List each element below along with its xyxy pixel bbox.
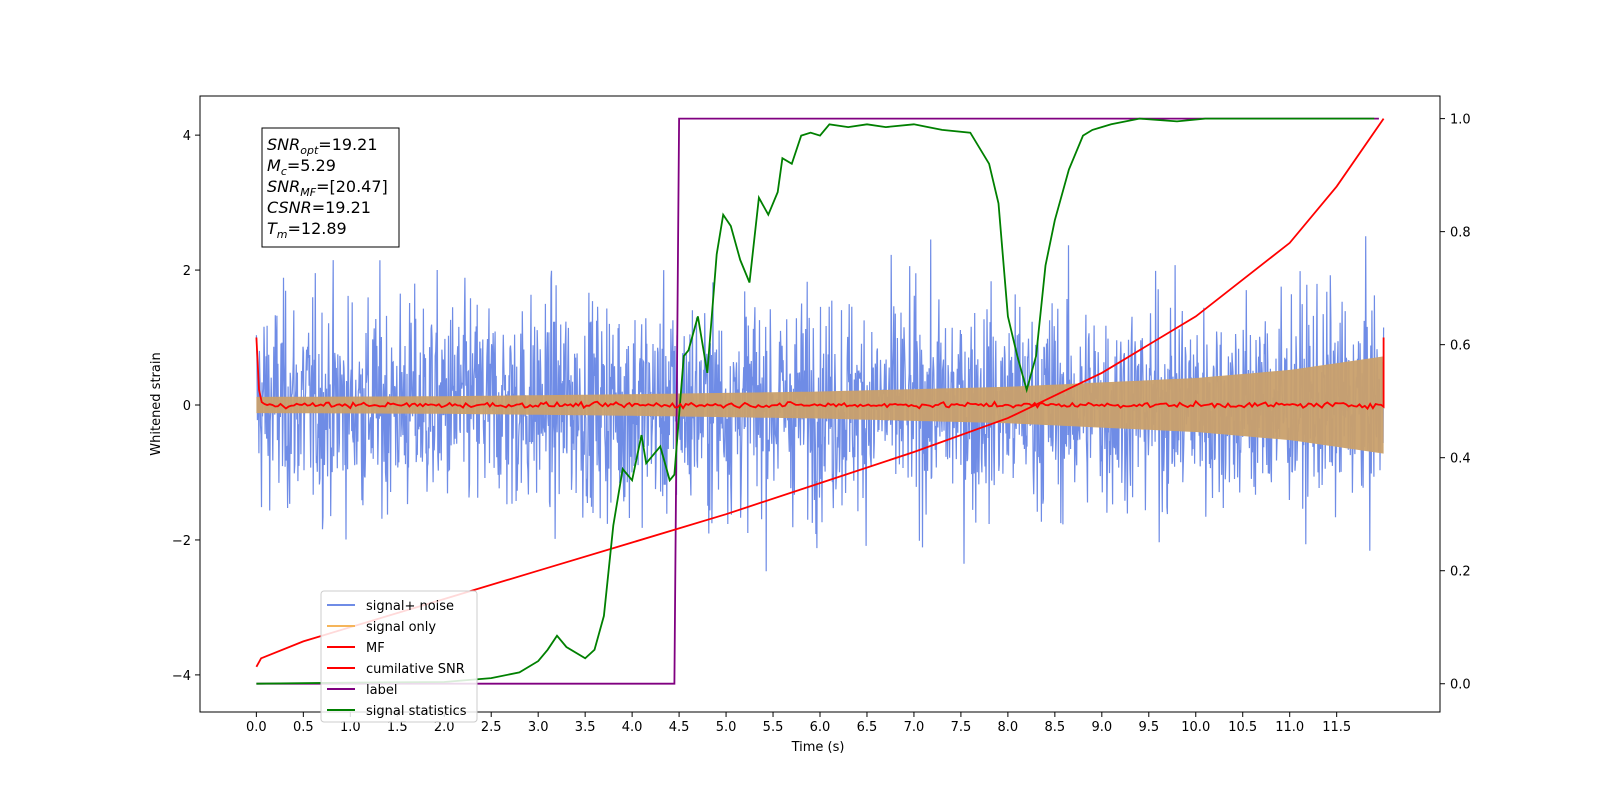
y-tick-label: −4: [172, 669, 191, 684]
x-tick-label: 9.5: [1138, 720, 1159, 735]
x-tick-label: 8.5: [1045, 720, 1066, 735]
x-tick-label: 11.0: [1275, 720, 1304, 735]
annotation-box: SNRopt=19.21Mc=5.29SNRMF=[20.47]CSNR=19.…: [261, 127, 400, 248]
series-signal-statistics-line: [256, 117, 1375, 685]
legend: signal+ noise signal only MF cumilative SNR…: [320, 590, 478, 723]
y2-tick-label: 1.0: [1450, 113, 1471, 128]
x-tick-label: 9.0: [1091, 720, 1112, 735]
x-tick-label: 4.5: [669, 720, 690, 735]
y2-tick-label: 0.6: [1450, 339, 1471, 354]
x-tick-label: 6.5: [857, 720, 878, 735]
x-tick-label: 1.0: [340, 720, 361, 735]
annotation-frame: [261, 127, 400, 248]
x-tick-label: 7.0: [904, 720, 925, 735]
series-mf: [255, 337, 1385, 411]
y-tick-label: −2: [172, 534, 191, 549]
y2-tick-label: 0.8: [1450, 226, 1471, 241]
legend-label: signal statistics: [366, 704, 467, 719]
x-tick-label: 3.5: [575, 720, 596, 735]
x-tick-label: 0.0: [246, 720, 267, 735]
mf-line: [255, 337, 1385, 411]
legend-label: signal+ noise: [366, 599, 454, 614]
x-tick-label: 6.0: [810, 720, 831, 735]
legend-frame: [320, 590, 478, 723]
y-axis-left: −4 −2 0 2 4: [172, 129, 200, 684]
legend-label: cumilative SNR: [366, 662, 465, 677]
x-tick-label: 2.5: [481, 720, 502, 735]
legend-label: MF: [366, 641, 385, 656]
x-tick-label: 10.0: [1181, 720, 1210, 735]
annotation-line: SNRMF=[20.47]: [267, 177, 388, 199]
y2-tick-label: 0.2: [1450, 565, 1471, 580]
x-tick-label: 5.0: [716, 720, 737, 735]
x-tick-label: 7.5: [951, 720, 972, 735]
x-tick-label: 0.5: [293, 720, 314, 735]
annotation-line: CSNR=19.21: [267, 198, 371, 217]
x-tick-label: 10.5: [1228, 720, 1257, 735]
x-tick-label: 1.5: [387, 720, 408, 735]
y-tick-label: 0: [183, 399, 191, 414]
annotation-line: Tm=12.89: [267, 219, 347, 241]
annotation-line: SNRopt=19.21: [267, 135, 378, 157]
x-tick-label: 3.0: [528, 720, 549, 735]
y-tick-label: 2: [183, 264, 191, 279]
x-tick-label: 8.0: [998, 720, 1019, 735]
legend-label: label: [366, 683, 397, 698]
x-tick-label: 5.5: [763, 720, 784, 735]
x-tick-label: 11.5: [1322, 720, 1351, 735]
legend-label: signal only: [366, 620, 436, 635]
y2-tick-label: 0.4: [1450, 452, 1471, 467]
x-tick-label: 2.0: [434, 720, 455, 735]
y2-tick-label: 0.0: [1450, 678, 1471, 693]
y-tick-label: 4: [183, 129, 191, 144]
y-axis-title: Whitened strain: [149, 352, 164, 455]
y-axis-right: 0.0 0.2 0.4 0.6 0.8 1.0: [1440, 113, 1471, 693]
annotation-line: Mc=5.29: [267, 156, 336, 178]
x-axis: 0.0 0.5 1.0 1.5 2.0 2.5 3.0 3.5 4.0 4.5 5.0 5.5 6.0 6…: [246, 712, 1351, 735]
x-axis-title: Time (s): [791, 740, 845, 755]
x-tick-label: 4.0: [622, 720, 643, 735]
